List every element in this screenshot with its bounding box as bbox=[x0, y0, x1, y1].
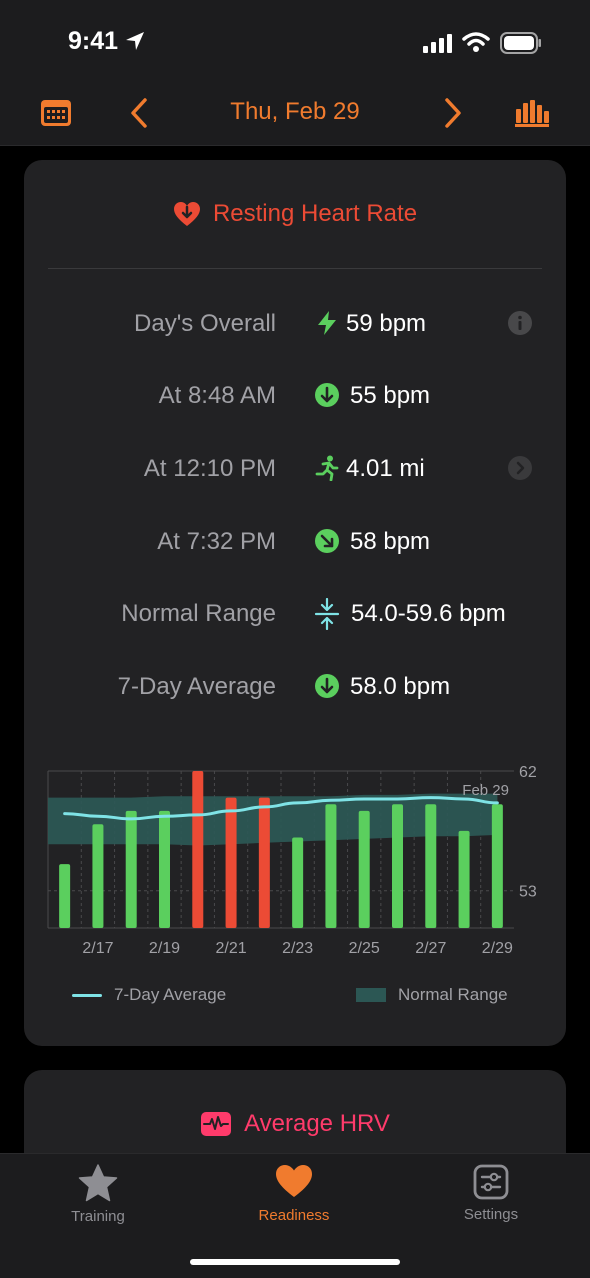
card-divider bbox=[48, 268, 542, 269]
tab-bar: Training Readiness Settings bbox=[0, 1153, 590, 1278]
chart-bar bbox=[425, 804, 437, 928]
x-tick-label: 2/19 bbox=[149, 940, 180, 957]
rhr-card-header: Resting Heart Rate bbox=[24, 200, 566, 228]
chart-bar bbox=[225, 797, 237, 928]
seven-day-average-line bbox=[63, 796, 499, 821]
previous-day-button[interactable] bbox=[124, 88, 154, 138]
row-value: 54.0-59.6 bpm bbox=[351, 600, 506, 627]
chart-bar bbox=[358, 810, 370, 928]
cellular-signal-icon bbox=[423, 34, 452, 53]
tab-label: Settings bbox=[463, 1206, 519, 1223]
next-day-button[interactable] bbox=[438, 88, 468, 138]
row-value: 58 bpm bbox=[350, 528, 431, 555]
resting-heart-rate-card: Resting Heart Rate Day's Overall 59 bpm … bbox=[24, 160, 566, 1046]
morning-reading-row: At 8:48 AM 55 bpm bbox=[24, 376, 566, 416]
sliders-icon bbox=[473, 1164, 509, 1200]
x-tick-label: 2/21 bbox=[216, 940, 247, 957]
row-value: 55 bpm bbox=[350, 382, 431, 409]
workout-detail-button[interactable] bbox=[507, 455, 533, 486]
home-indicator bbox=[190, 1259, 400, 1265]
arrow-down-circle-icon bbox=[315, 383, 339, 407]
row-label: At 12:10 PM bbox=[143, 455, 276, 482]
bar-chart-icon bbox=[515, 100, 549, 127]
legend-label: Normal Range bbox=[398, 985, 508, 1004]
hrv-card-title: Average HRV bbox=[244, 1110, 390, 1137]
row-label: 7-Day Average bbox=[117, 673, 276, 700]
battery-icon bbox=[500, 32, 541, 54]
range-icon bbox=[314, 598, 340, 630]
y-tick-label: 62 bbox=[519, 764, 537, 781]
chart-bar bbox=[392, 804, 403, 928]
chevron-right-icon bbox=[445, 98, 461, 128]
chevron-left-icon bbox=[131, 98, 147, 128]
chart-bar bbox=[258, 797, 270, 928]
hrv-card-header: Average HRV bbox=[24, 1110, 566, 1138]
x-tick-label: 2/29 bbox=[482, 940, 513, 957]
evening-reading-row: At 7:32 PM 58 bpm bbox=[24, 522, 566, 562]
arrow-down-circle-icon bbox=[315, 674, 339, 698]
calendar-button[interactable] bbox=[36, 88, 76, 138]
row-label: At 7:32 PM bbox=[157, 528, 276, 555]
row-label: Day's Overall bbox=[134, 310, 276, 337]
tab-settings[interactable]: Settings bbox=[426, 1164, 556, 1223]
chart-bar bbox=[159, 810, 170, 928]
chart-bar bbox=[92, 824, 104, 928]
wifi-icon bbox=[462, 32, 490, 52]
calendar-icon bbox=[41, 100, 71, 126]
x-tick-label: 2/17 bbox=[82, 940, 113, 957]
star-icon bbox=[78, 1164, 118, 1202]
heart-down-icon bbox=[173, 202, 200, 226]
chart-view-button[interactable] bbox=[512, 88, 552, 138]
current-date[interactable]: Thu, Feb 29 bbox=[230, 98, 360, 125]
row-label: At 8:48 AM bbox=[158, 382, 276, 409]
chart-bar bbox=[59, 864, 71, 928]
heart-waveform-icon bbox=[201, 1112, 232, 1136]
chart-bar bbox=[292, 837, 304, 928]
top-navigation-bar: Thu, Feb 29 bbox=[0, 88, 590, 146]
legend-seven-day-average: 7-Day Average bbox=[72, 985, 226, 1005]
legend-line-swatch bbox=[72, 993, 102, 997]
tab-readiness[interactable]: Readiness bbox=[229, 1164, 359, 1224]
day-overall-row: Day's Overall 59 bpm bbox=[24, 304, 566, 344]
tab-training[interactable]: Training bbox=[33, 1164, 163, 1225]
normal-range-row: Normal Range 54.0-59.6 bpm bbox=[24, 594, 566, 634]
legend-area-swatch bbox=[356, 988, 386, 1002]
y-tick-label: 53 bbox=[519, 884, 537, 901]
chart-bar bbox=[192, 771, 204, 928]
heart-icon bbox=[276, 1165, 312, 1197]
info-icon bbox=[508, 311, 532, 335]
chart-bar bbox=[491, 804, 503, 928]
legend-normal-range: Normal Range bbox=[356, 985, 508, 1005]
arrow-down-right-circle-icon bbox=[315, 529, 339, 553]
seven-day-average-row: 7-Day Average 58.0 bpm bbox=[24, 667, 566, 707]
rhr-chart: 62 53 Feb 29 2/17 2/19 2/21 2/23 2/25 2/27 2/29 bbox=[47, 764, 537, 957]
row-label: Normal Range bbox=[121, 600, 276, 627]
row-value: 58.0 bpm bbox=[350, 673, 451, 700]
x-tick-label: 2/27 bbox=[415, 940, 446, 957]
x-tick-label: 2/25 bbox=[349, 940, 380, 957]
row-value: 4.01 mi bbox=[346, 455, 425, 482]
status-bar: 9:41 bbox=[0, 0, 590, 88]
info-button[interactable] bbox=[507, 310, 533, 341]
chevron-right-circle-icon bbox=[508, 456, 532, 480]
row-value: 59 bpm bbox=[346, 310, 427, 337]
workout-row[interactable]: At 12:10 PM 4.01 mi bbox=[24, 449, 566, 489]
running-icon bbox=[315, 455, 339, 481]
tab-label: Training bbox=[71, 1208, 125, 1225]
legend-label: 7-Day Average bbox=[114, 985, 227, 1004]
chart-bar bbox=[458, 830, 470, 928]
tab-label: Readiness bbox=[258, 1207, 330, 1224]
chart-bar bbox=[125, 810, 137, 928]
chart-annotation: Feb 29 bbox=[462, 782, 509, 799]
status-time: 9:41 bbox=[68, 27, 119, 55]
rhr-card-title: Resting Heart Rate bbox=[212, 200, 418, 227]
location-arrow-icon bbox=[126, 32, 144, 50]
lightning-icon bbox=[318, 311, 336, 335]
chart-bar bbox=[325, 804, 337, 928]
x-tick-label: 2/23 bbox=[282, 940, 313, 957]
